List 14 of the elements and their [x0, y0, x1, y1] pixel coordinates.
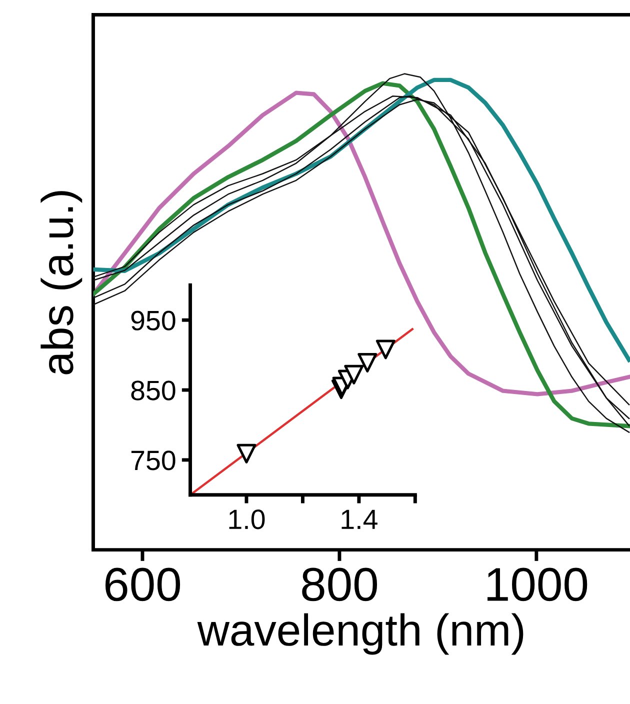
point	[376, 340, 396, 360]
x-tick-label: 800	[302, 568, 378, 602]
x-tick-label: 600	[105, 568, 180, 602]
y-axis-title: abs (a.u.)	[40, 191, 82, 374]
x-tick-label: 1.4	[342, 510, 378, 529]
point	[358, 352, 378, 372]
point	[236, 444, 256, 464]
point	[344, 364, 364, 384]
x-axis-title: wavelength (nm)	[197, 613, 524, 655]
y-tick-label: 850	[131, 380, 176, 400]
y-tick-label: 750	[131, 450, 176, 470]
x-tick-label: 1.0	[229, 510, 265, 530]
y-tick-label: 950	[131, 310, 176, 330]
x-tick-label: 1000	[488, 568, 588, 602]
